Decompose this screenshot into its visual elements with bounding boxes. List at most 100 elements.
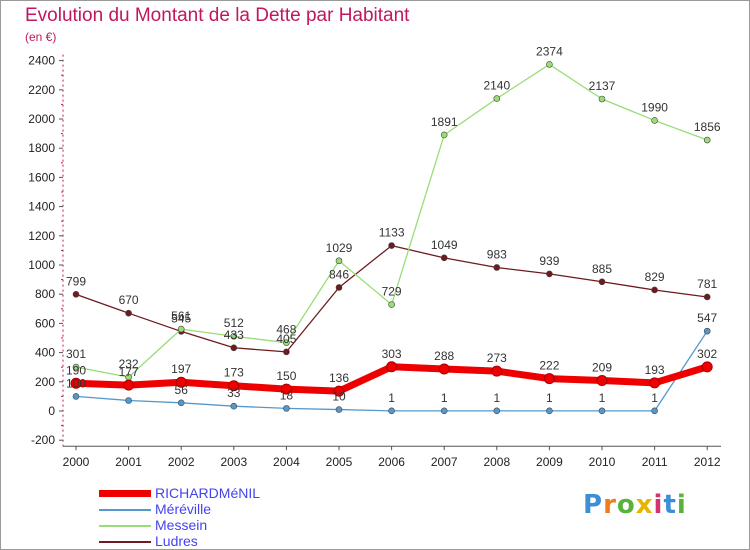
data-point [283, 405, 290, 412]
data-point [283, 339, 290, 346]
y-tick-label: 600 [35, 316, 55, 330]
data-label: 177 [119, 365, 139, 379]
data-point [701, 361, 713, 373]
x-tick-label: 2006 [378, 455, 405, 469]
y-tick-label: 1600 [28, 170, 55, 184]
data-label: 670 [119, 293, 139, 307]
logo-letter: t [663, 490, 677, 520]
y-tick-label: 1200 [28, 229, 55, 243]
data-label: 2137 [589, 79, 616, 93]
data-point [230, 402, 238, 410]
data-point [649, 377, 661, 389]
data-label: 56 [175, 383, 189, 397]
logo-letter: i [676, 490, 687, 520]
proxiti-logo: Proxiti [583, 490, 687, 520]
x-tick-label: 2004 [273, 455, 300, 469]
x-tick-label: 2007 [431, 455, 458, 469]
data-point [438, 363, 450, 375]
data-label: 829 [645, 270, 665, 284]
logo-letter: r [603, 490, 617, 520]
y-tick-label: 1000 [28, 258, 55, 272]
data-point [70, 377, 82, 389]
data-point [703, 136, 711, 144]
data-label: 885 [592, 262, 612, 276]
data-point [493, 264, 501, 271]
data-point [335, 406, 343, 413]
data-label: 547 [697, 311, 717, 325]
chart-title: Evolution du Montant de la Dette par Hab… [25, 5, 410, 26]
data-label: 2140 [483, 79, 510, 93]
data-point [72, 291, 80, 298]
data-point [596, 374, 608, 386]
x-tick-label: 2001 [115, 455, 142, 469]
y-tick-label: 800 [35, 287, 55, 301]
data-label: 799 [66, 274, 86, 288]
data-point [123, 379, 135, 391]
y-tick-label: -200 [31, 433, 55, 447]
data-label: 512 [224, 316, 244, 330]
data-point [175, 376, 187, 388]
data-label: 846 [329, 267, 349, 281]
data-label: 1133 [379, 226, 405, 240]
data-label: 1856 [694, 120, 721, 134]
data-point [177, 399, 185, 407]
data-label: 1029 [326, 241, 353, 255]
data-point [651, 407, 658, 415]
data-label: 302 [697, 347, 717, 361]
data-point [230, 344, 238, 352]
y-tick-label: 2000 [28, 112, 55, 126]
data-label: 2374 [536, 44, 563, 58]
data-point [388, 242, 395, 249]
data-point [493, 407, 501, 415]
y-tick-label: 400 [35, 346, 55, 360]
data-label: 1 [599, 391, 606, 405]
data-point [598, 95, 606, 103]
data-point [491, 365, 503, 377]
y-tick-label: 2400 [28, 54, 55, 68]
data-label: 136 [329, 371, 349, 385]
data-label: 10 [332, 390, 346, 404]
x-tick-label: 2000 [63, 455, 90, 469]
data-label: 303 [382, 347, 402, 361]
legend-swatch [99, 490, 151, 497]
data-label: 232 [119, 357, 139, 371]
data-point [283, 348, 290, 356]
data-label: 1 [651, 391, 658, 405]
x-tick-label: 2012 [694, 455, 721, 469]
data-point [125, 309, 132, 317]
data-label: 983 [487, 247, 507, 261]
data-label: 545 [171, 311, 191, 325]
data-label: 209 [592, 360, 612, 374]
x-tick-label: 2011 [642, 455, 668, 469]
data-label: 405 [276, 332, 296, 346]
data-label: 781 [697, 277, 717, 291]
logo-letter: P [583, 490, 604, 520]
legend-label: RICHARDMéNIL [155, 485, 261, 501]
data-label: 33 [227, 386, 241, 400]
data-label: 1 [388, 391, 395, 405]
legend-swatch [99, 541, 151, 543]
data-point [546, 270, 553, 278]
series-line [75, 244, 708, 353]
legend-swatch [99, 509, 151, 511]
data-label: 1 [441, 391, 448, 405]
y-tick-label: 0 [48, 404, 55, 418]
data-label: 150 [276, 369, 296, 383]
data-point [546, 61, 553, 68]
data-point [598, 278, 606, 286]
x-tick-label: 2010 [589, 455, 616, 469]
data-point [543, 373, 555, 385]
data-point [335, 284, 343, 291]
data-point [386, 361, 398, 373]
data-point [703, 293, 711, 301]
data-point [703, 327, 711, 335]
unit-label: (en €) [25, 30, 57, 44]
x-tick-label: 2005 [326, 455, 353, 469]
data-label: 197 [171, 362, 191, 376]
data-point [230, 332, 238, 340]
data-label: 939 [539, 254, 559, 268]
data-label: 193 [645, 363, 665, 377]
data-point [72, 393, 80, 400]
legend-label: Ludres [155, 533, 198, 549]
